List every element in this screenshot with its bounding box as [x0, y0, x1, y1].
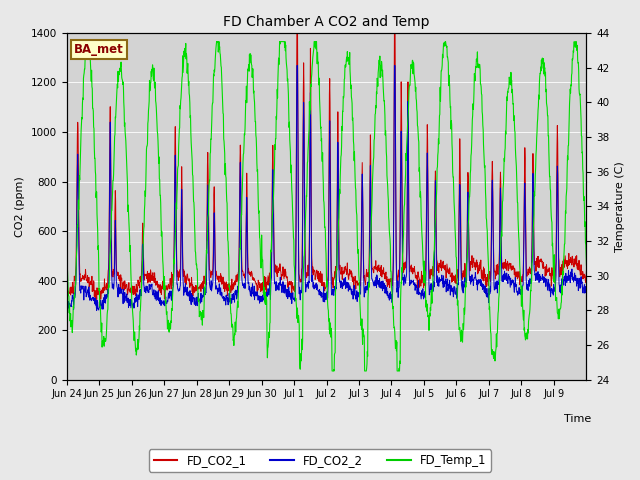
Legend: FD_CO2_1, FD_CO2_2, FD_Temp_1: FD_CO2_1, FD_CO2_2, FD_Temp_1 [149, 449, 491, 472]
Y-axis label: Temperature (C): Temperature (C) [615, 161, 625, 252]
Title: FD Chamber A CO2 and Temp: FD Chamber A CO2 and Temp [223, 15, 429, 29]
Text: BA_met: BA_met [74, 43, 124, 56]
Y-axis label: CO2 (ppm): CO2 (ppm) [15, 176, 25, 237]
X-axis label: Time: Time [564, 414, 591, 424]
